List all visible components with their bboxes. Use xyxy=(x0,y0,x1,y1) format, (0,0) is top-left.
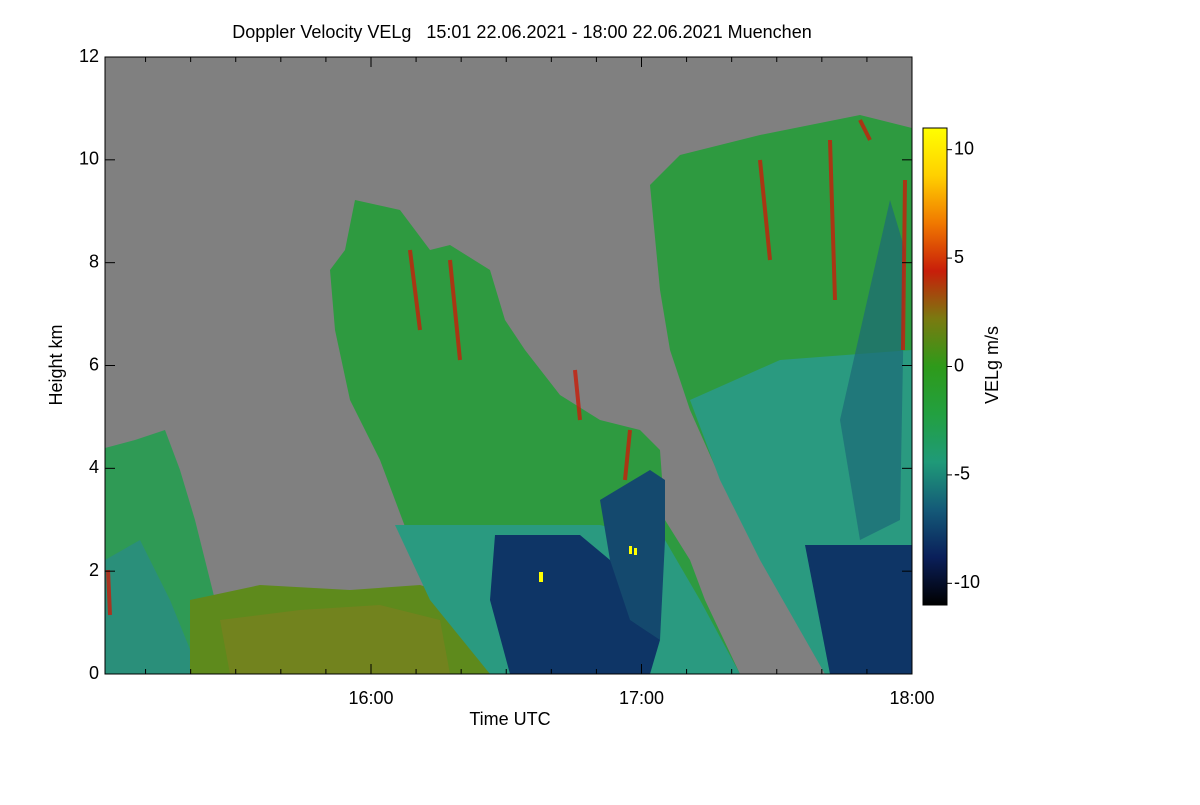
colorbar-tick-label: 0 xyxy=(954,355,964,375)
colorbar-tick-label: -10 xyxy=(954,572,980,592)
x-tick-label: 16:00 xyxy=(348,688,393,708)
colorbar-tick-label: -5 xyxy=(954,464,970,484)
y-tick-label: 12 xyxy=(79,46,99,66)
echo-field xyxy=(105,115,912,674)
y-tick-label: 6 xyxy=(89,354,99,374)
y-tick-label: 10 xyxy=(79,149,99,169)
x-tick-label: 17:00 xyxy=(619,688,664,708)
y-tick-label: 4 xyxy=(89,457,99,477)
x-tick-label: 18:00 xyxy=(889,688,934,708)
y-axis-label: Height km xyxy=(46,324,66,405)
y-tick-label: 0 xyxy=(89,663,99,683)
colorbar-label: VELg m/s xyxy=(982,326,1002,404)
y-tick-label: 8 xyxy=(89,251,99,271)
colorbar xyxy=(922,127,948,606)
chart-title: Doppler Velocity VELg 15:01 22.06.2021 -… xyxy=(232,22,811,42)
y-tick-label: 2 xyxy=(89,560,99,580)
colorbar-tick-label: 5 xyxy=(954,247,964,267)
x-axis-label: Time UTC xyxy=(469,709,550,729)
colorbar-tick-label: 10 xyxy=(954,138,974,158)
